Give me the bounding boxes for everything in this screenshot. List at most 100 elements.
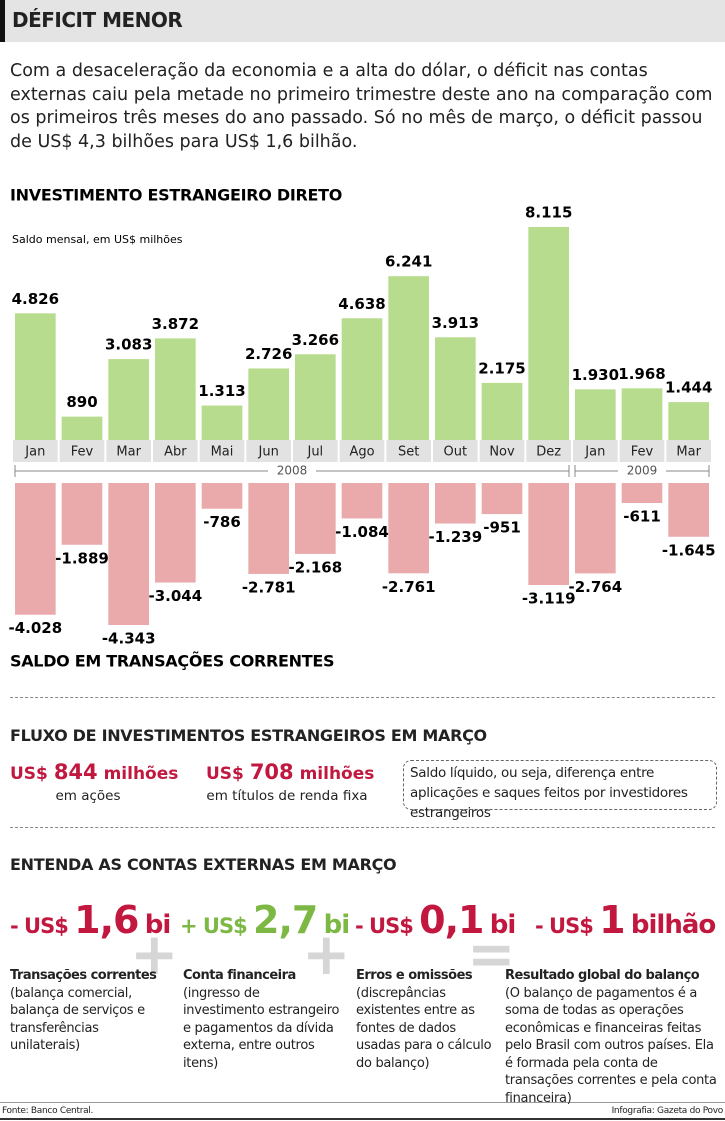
bar <box>248 368 289 440</box>
header-bar <box>0 0 725 42</box>
amount-number: 844 <box>53 760 98 784</box>
currency: - US$ <box>535 914 594 938</box>
bar <box>201 405 243 440</box>
footer-line <box>0 1102 725 1103</box>
bar <box>481 483 523 515</box>
category-band <box>199 440 245 462</box>
x-tick-label: Jan <box>584 445 605 460</box>
amount-unit: milhões <box>299 764 375 784</box>
bar <box>435 337 476 440</box>
x-tick-label: Jul <box>306 445 323 460</box>
x-tick-label: Mar <box>676 445 701 460</box>
bar <box>668 483 709 537</box>
currency: + US$ <box>180 914 248 938</box>
category-band <box>339 440 385 462</box>
amount-unit: milhões <box>103 764 179 784</box>
bar <box>528 227 569 440</box>
account-description: Transações correntes (balança comercial,… <box>10 967 170 1055</box>
bar <box>295 483 336 554</box>
bar <box>388 483 429 574</box>
value-label: -2.168 <box>288 558 342 576</box>
flow-amount: US$ 844 milhões <box>10 760 178 784</box>
chart-subtitle: Saldo mensal, em US$ milhões <box>12 233 183 246</box>
value-label: -4.343 <box>102 630 156 648</box>
currency: - US$ <box>10 914 69 938</box>
divider <box>10 697 715 698</box>
account-label: Conta financeira <box>183 968 296 983</box>
value-label: -3.044 <box>148 587 202 605</box>
plus-sign: + <box>130 920 179 988</box>
value-label: -2.781 <box>242 578 296 596</box>
account-text: (discrepâncias existentes entre as fonte… <box>356 985 492 1071</box>
bar <box>15 483 56 615</box>
amount-unit: bilhão <box>630 910 716 940</box>
value-label: 3.872 <box>152 315 199 333</box>
account-description: Erros e omissões (discrepâncias existent… <box>356 967 496 1072</box>
account-text: (O balanço de pagamentos é a soma de tod… <box>505 985 717 1106</box>
year-label-bg <box>268 463 316 479</box>
year-label: 2009 <box>627 464 658 478</box>
value-label: 1.313 <box>198 382 245 400</box>
x-tick-label: Ago <box>349 445 374 460</box>
bar <box>341 318 383 440</box>
value-label: 1.444 <box>665 379 712 397</box>
equals-sign: = <box>467 920 516 988</box>
account-description: Resultado global do balanço (O balanço d… <box>505 967 717 1107</box>
category-band <box>573 440 618 462</box>
bar <box>108 359 149 440</box>
bar <box>575 389 616 440</box>
bar <box>341 483 383 519</box>
account-amount: - US$ 1 bilhão <box>535 898 716 942</box>
value-label: 4.826 <box>12 290 59 308</box>
bar <box>155 338 196 440</box>
account-description: Conta financeira (ingresso de investimen… <box>183 967 343 1072</box>
section-title: ENTENDA AS CONTAS EXTERNAS EM MARÇO <box>10 855 397 874</box>
x-tick-label: Out <box>444 445 468 460</box>
account-amount: - US$ 0,1 bi <box>355 898 516 942</box>
value-label: 3.266 <box>292 331 339 349</box>
x-tick-label: Fev <box>631 445 654 460</box>
value-label: -1.239 <box>428 528 482 546</box>
category-band <box>246 440 291 462</box>
account-label: Resultado global do balanço <box>505 968 700 983</box>
x-tick-label: Set <box>398 445 419 460</box>
account-label: Erros e omissões <box>356 968 473 983</box>
note-box: Saldo líquido, ou seja, diferença entre … <box>403 760 717 821</box>
bar <box>201 483 243 509</box>
bar <box>668 402 709 440</box>
category-band <box>386 440 431 462</box>
category-band <box>433 440 478 462</box>
value-label: -2.764 <box>568 578 622 596</box>
value-label: 2.175 <box>478 359 525 377</box>
value-label: 1.930 <box>572 366 619 384</box>
bar <box>481 382 523 440</box>
x-tick-label: Abr <box>164 445 187 460</box>
amount-unit: bi <box>323 910 351 940</box>
x-tick-label: Fev <box>71 445 94 460</box>
bar <box>528 483 569 585</box>
currency: - US$ <box>355 914 414 938</box>
year-label: 2008 <box>277 464 308 478</box>
value-label: -4.028 <box>8 619 62 637</box>
x-tick-label: Jun <box>258 445 279 460</box>
flow-label: em títulos de renda fixa <box>206 788 368 804</box>
flow-label: em ações <box>55 788 121 804</box>
value-label: 8.115 <box>525 204 572 222</box>
value-label: 1.968 <box>618 365 665 383</box>
amount-number: 708 <box>249 760 294 784</box>
chart-title: INVESTIMENTO ESTRANGEIRO DIRETO <box>10 186 342 205</box>
bar <box>621 388 663 440</box>
value-label: 3.913 <box>432 314 479 332</box>
bar <box>108 483 149 625</box>
account-label: Transações correntes <box>10 968 157 983</box>
account-text: (ingresso de investimento estrangeiro e … <box>183 985 340 1071</box>
bar <box>15 313 56 440</box>
category-band <box>13 440 58 462</box>
x-tick-label: Jan <box>24 445 45 460</box>
credit: Infografia: Gazeta do Povo <box>611 1106 724 1116</box>
category-band <box>666 440 711 462</box>
amount-number: 2,7 <box>253 898 318 942</box>
bar <box>575 483 616 574</box>
value-label: -786 <box>203 513 241 531</box>
